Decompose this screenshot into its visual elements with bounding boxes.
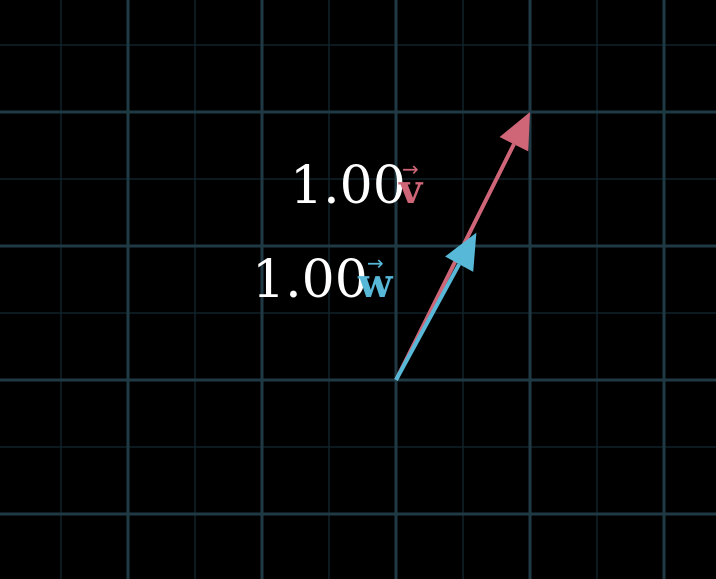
vector-w	[396, 233, 476, 380]
label-v-coefficient: 1.00	[290, 156, 406, 216]
label-w-coefficient: 1.00	[252, 250, 368, 310]
vector-w-arrowhead	[445, 233, 476, 272]
label-v-arrow-mark: →	[402, 157, 419, 181]
label-v: 1.00 v →	[290, 156, 424, 216]
label-w-arrow-mark: →	[367, 251, 384, 275]
vector-w-shaft	[396, 264, 459, 380]
label-w: 1.00 w →	[252, 250, 394, 310]
